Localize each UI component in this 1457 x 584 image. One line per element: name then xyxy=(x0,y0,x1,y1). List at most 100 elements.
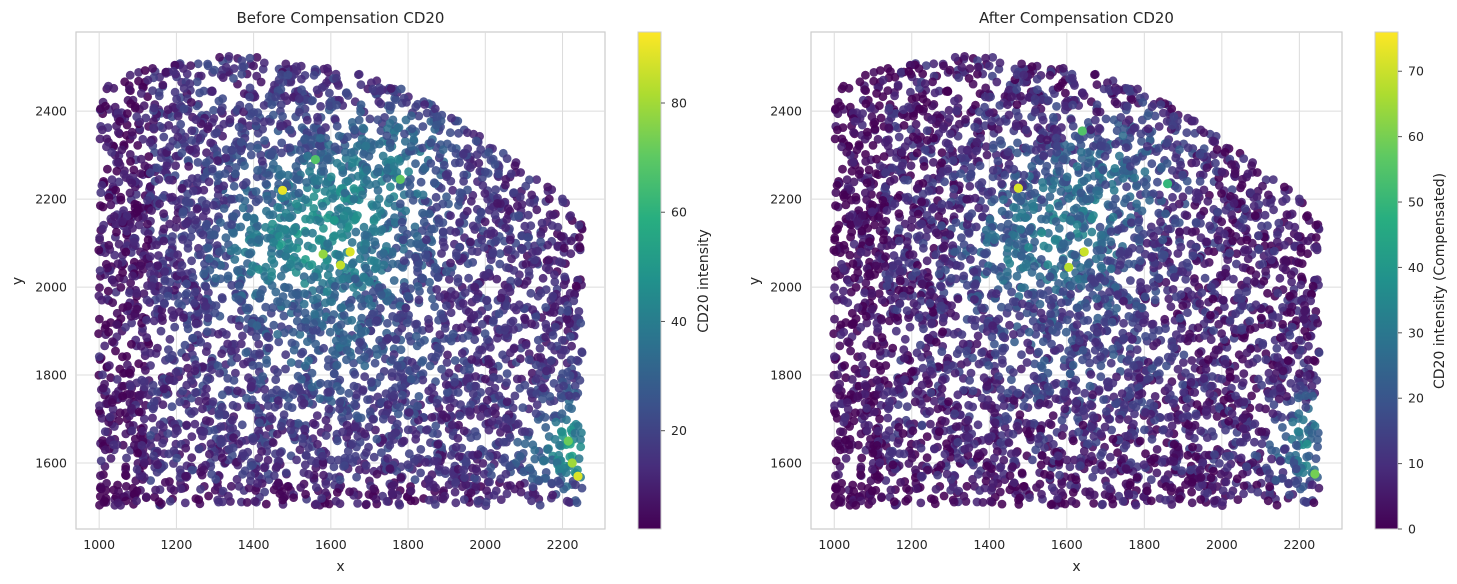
data-point xyxy=(217,390,227,400)
data-point xyxy=(194,396,204,406)
data-point xyxy=(170,322,180,332)
data-point xyxy=(330,142,340,152)
data-point xyxy=(127,178,137,188)
data-point xyxy=(142,315,151,325)
data-point xyxy=(1261,349,1271,358)
data-point xyxy=(234,281,244,291)
data-point xyxy=(301,228,311,238)
data-point xyxy=(428,294,437,304)
data-point xyxy=(520,313,529,323)
data-point xyxy=(197,470,207,480)
data-point xyxy=(336,386,345,395)
data-point xyxy=(501,414,511,424)
data-point xyxy=(559,280,569,290)
data-point xyxy=(285,125,295,135)
data-point xyxy=(348,439,357,448)
data-point xyxy=(367,301,376,311)
data-point xyxy=(377,225,387,235)
data-point xyxy=(133,141,143,150)
data-point xyxy=(514,211,523,221)
data-point xyxy=(478,459,488,468)
data-point xyxy=(365,180,374,190)
data-point xyxy=(297,85,306,94)
data-point xyxy=(361,263,371,273)
data-point xyxy=(984,61,994,71)
data-point xyxy=(1268,175,1278,185)
data-point xyxy=(442,388,452,397)
data-point xyxy=(477,319,487,329)
data-point xyxy=(361,500,371,510)
data-point xyxy=(103,286,113,296)
data-point xyxy=(312,293,322,303)
data-point xyxy=(136,261,146,271)
data-point xyxy=(138,426,147,436)
data-point xyxy=(187,465,197,475)
data-point xyxy=(148,413,157,423)
data-point xyxy=(236,146,246,156)
data-point xyxy=(418,122,428,131)
data-point xyxy=(481,497,491,507)
data-point xyxy=(360,230,370,240)
data-point xyxy=(283,401,293,411)
data-point xyxy=(144,152,154,161)
data-point xyxy=(476,412,485,421)
data-point xyxy=(324,404,334,414)
data-point xyxy=(223,339,233,349)
chart-title-before: Before Compensation CD20 xyxy=(237,9,445,27)
data-point xyxy=(153,343,162,353)
data-point xyxy=(539,456,548,466)
data-point xyxy=(486,255,496,264)
data-point xyxy=(98,370,107,380)
data-point xyxy=(967,163,976,172)
data-point xyxy=(501,180,510,190)
data-point xyxy=(191,388,200,398)
data-point xyxy=(165,334,175,344)
data-point xyxy=(344,274,354,283)
data-point xyxy=(502,154,512,164)
data-point xyxy=(214,409,224,419)
data-point xyxy=(133,448,143,458)
data-point xyxy=(161,67,171,77)
data-point xyxy=(455,411,465,421)
data-point xyxy=(389,276,399,285)
data-point xyxy=(491,409,500,419)
data-point xyxy=(252,172,262,182)
data-point xyxy=(253,143,262,153)
data-point xyxy=(202,148,211,158)
data-point xyxy=(304,356,313,366)
data-point xyxy=(396,473,406,482)
data-point xyxy=(489,373,499,382)
data-point xyxy=(134,76,143,86)
data-point xyxy=(340,461,349,471)
data-point xyxy=(447,420,457,430)
data-point xyxy=(374,164,384,173)
data-point xyxy=(392,419,402,429)
data-point xyxy=(492,274,502,284)
data-point xyxy=(440,466,450,475)
data-point xyxy=(474,158,484,168)
data-point xyxy=(368,414,378,424)
data-point xyxy=(393,155,403,164)
data-point xyxy=(332,100,342,110)
data-point xyxy=(190,366,200,376)
data-point xyxy=(331,350,340,359)
data-point xyxy=(286,418,295,428)
data-point xyxy=(216,106,226,116)
data-point xyxy=(502,424,511,434)
data-point xyxy=(256,289,265,299)
data-point xyxy=(413,282,423,291)
data-point xyxy=(451,477,461,487)
data-point xyxy=(238,62,247,72)
data-point xyxy=(541,474,551,483)
data-point xyxy=(180,498,190,508)
data-point xyxy=(369,256,379,266)
data-point xyxy=(446,450,456,460)
data-point xyxy=(215,52,225,62)
data-point xyxy=(414,295,424,305)
data-point xyxy=(537,218,547,228)
data-point xyxy=(272,462,282,472)
data-point xyxy=(556,427,566,436)
data-point xyxy=(114,239,124,249)
data-point xyxy=(444,368,454,378)
data-point xyxy=(242,212,252,222)
